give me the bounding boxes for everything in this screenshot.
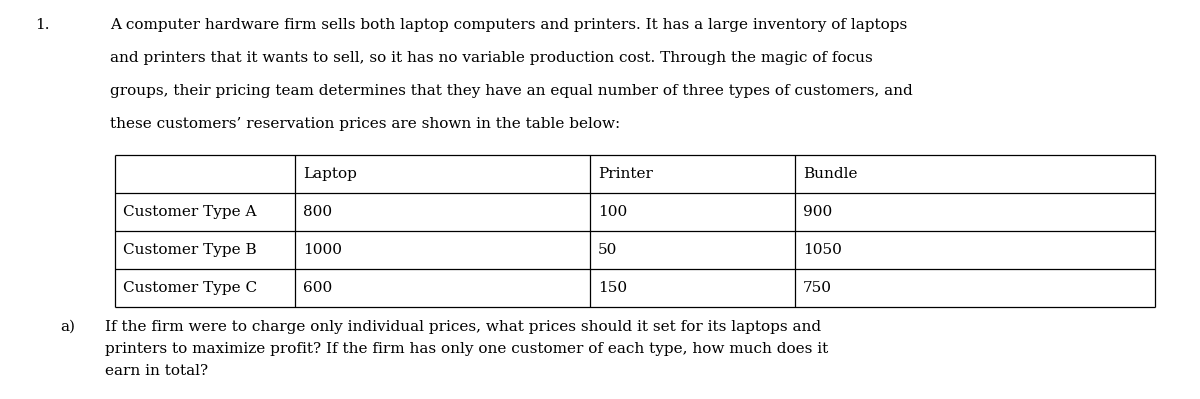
- Text: and printers that it wants to sell, so it has no variable production cost. Throu: and printers that it wants to sell, so i…: [110, 51, 872, 65]
- Text: 50: 50: [598, 243, 617, 257]
- Text: Printer: Printer: [598, 167, 653, 181]
- Text: A computer hardware firm sells both laptop computers and printers. It has a larg: A computer hardware firm sells both lapt…: [110, 18, 907, 32]
- Text: 1.: 1.: [35, 18, 49, 32]
- Text: 750: 750: [803, 281, 832, 295]
- Text: Customer Type A: Customer Type A: [124, 205, 257, 219]
- Text: a): a): [60, 320, 74, 334]
- Text: 900: 900: [803, 205, 833, 219]
- Text: Bundle: Bundle: [803, 167, 858, 181]
- Text: groups, their pricing team determines that they have an equal number of three ty: groups, their pricing team determines th…: [110, 84, 913, 98]
- Text: printers to maximize profit? If the firm has only one customer of each type, how: printers to maximize profit? If the firm…: [106, 342, 828, 356]
- Text: Customer Type B: Customer Type B: [124, 243, 257, 257]
- Text: earn in total?: earn in total?: [106, 364, 208, 378]
- Text: 150: 150: [598, 281, 628, 295]
- Text: Laptop: Laptop: [302, 167, 356, 181]
- Text: 600: 600: [302, 281, 332, 295]
- Text: Customer Type C: Customer Type C: [124, 281, 257, 295]
- Text: these customers’ reservation prices are shown in the table below:: these customers’ reservation prices are …: [110, 117, 620, 131]
- Text: If the firm were to charge only individual prices, what prices should it set for: If the firm were to charge only individu…: [106, 320, 821, 334]
- Text: 1050: 1050: [803, 243, 842, 257]
- Text: 800: 800: [302, 205, 332, 219]
- Text: 100: 100: [598, 205, 628, 219]
- Text: 1000: 1000: [302, 243, 342, 257]
